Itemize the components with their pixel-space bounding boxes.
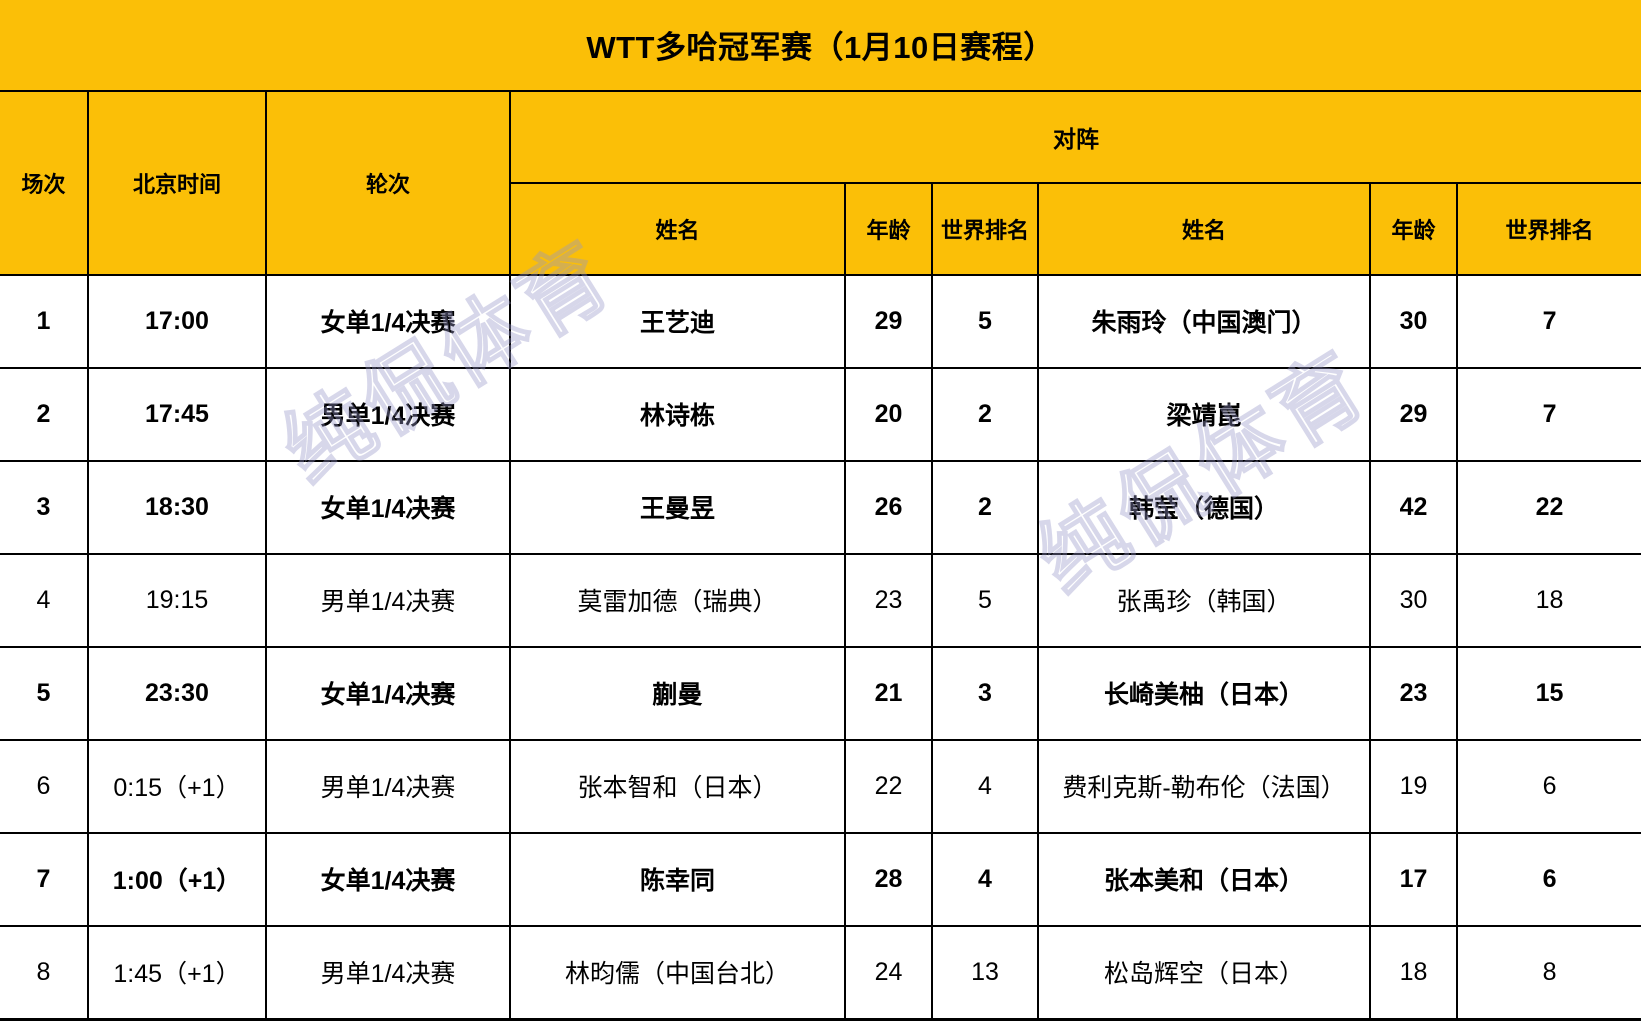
cell-p1-name: 张本智和（日本） [509,738,846,834]
table-row: 2 17:45 男单1/4决赛 林诗栋 20 2 梁靖崑 29 7 [0,366,1641,462]
cell-round: 男单1/4决赛 [265,366,511,462]
cell-match-no: 4 [0,552,89,648]
cell-p1-rank: 4 [931,738,1039,834]
cell-p2-age: 30 [1369,273,1458,369]
cell-p1-age: 28 [844,831,933,927]
cell-p1-name: 王艺迪 [509,273,846,369]
cell-p1-name: 陈幸同 [509,831,846,927]
title-row: WTT多哈冠军赛（1月10日赛程） [0,0,1641,92]
header-rank-right: 世界排名 [1455,181,1641,276]
cell-p1-rank: 5 [931,273,1039,369]
cell-round: 男单1/4决赛 [265,552,511,648]
cell-p1-name: 林诗栋 [509,366,846,462]
cell-p1-name: 莫雷加德（瑞典） [509,552,846,648]
table-row: 7 1:00（+1） 女单1/4决赛 陈幸同 28 4 张本美和（日本） 17 … [0,831,1641,927]
cell-match-no: 2 [0,366,89,462]
cell-p2-rank: 6 [1455,738,1641,834]
cell-p1-rank: 5 [931,552,1039,648]
cell-round: 女单1/4决赛 [265,831,511,927]
cell-p2-name: 长崎美柚（日本） [1037,645,1371,741]
cell-p2-rank: 15 [1455,645,1641,741]
table-row: 5 23:30 女单1/4决赛 蒯曼 21 3 长崎美柚（日本） 23 15 [0,645,1641,741]
table-row: 4 19:15 男单1/4决赛 莫雷加德（瑞典） 23 5 张禹珍（韩国） 30… [0,552,1641,648]
cell-match-no: 1 [0,273,89,369]
cell-p1-age: 29 [844,273,933,369]
header-match-no: 场次 [0,89,89,276]
cell-time: 17:45 [87,366,267,462]
cell-p1-age: 24 [844,924,933,1021]
cell-p2-rank: 22 [1455,459,1641,555]
page-title: WTT多哈冠军赛（1月10日赛程） [0,0,1641,92]
cell-p1-name: 林昀儒（中国台北） [509,924,846,1021]
cell-p1-age: 22 [844,738,933,834]
cell-time: 23:30 [87,645,267,741]
cell-match-no: 3 [0,459,89,555]
cell-match-no: 6 [0,738,89,834]
cell-p2-name: 梁靖崑 [1037,366,1371,462]
table-row: 1 17:00 女单1/4决赛 王艺迪 29 5 朱雨玲（中国澳门） 30 7 [0,273,1641,369]
cell-p2-age: 42 [1369,459,1458,555]
cell-p2-age: 18 [1369,924,1458,1021]
cell-time: 19:15 [87,552,267,648]
cell-round: 女单1/4决赛 [265,645,511,741]
cell-round: 男单1/4决赛 [265,924,511,1021]
header-beijing-time: 北京时间 [87,89,267,276]
cell-match-no: 5 [0,645,89,741]
cell-time: 1:45（+1） [87,924,267,1021]
table-row: 8 1:45（+1） 男单1/4决赛 林昀儒（中国台北） 24 13 松岛辉空（… [0,924,1641,1021]
cell-p2-age: 30 [1369,552,1458,648]
cell-p2-rank: 18 [1455,552,1641,648]
cell-round: 女单1/4决赛 [265,459,511,555]
cell-round: 女单1/4决赛 [265,273,511,369]
header-matchup: 对阵 [508,89,1641,184]
cell-p2-name: 张本美和（日本） [1037,831,1371,927]
header-name-right: 姓名 [1037,181,1371,276]
cell-time: 1:00（+1） [87,831,267,927]
cell-p2-name: 费利克斯-勒布伦（法国） [1037,738,1371,834]
cell-p2-rank: 7 [1455,366,1641,462]
cell-p2-name: 韩莹（德国） [1037,459,1371,555]
cell-p1-age: 23 [844,552,933,648]
cell-p2-age: 23 [1369,645,1458,741]
header-round: 轮次 [265,89,511,276]
header-rank-left: 世界排名 [931,181,1039,276]
cell-p2-age: 17 [1369,831,1458,927]
cell-round: 男单1/4决赛 [265,738,511,834]
header-row-top: 场次 北京时间 轮次 对阵 [0,89,1641,276]
cell-p1-rank: 3 [931,645,1039,741]
cell-p2-rank: 7 [1455,273,1641,369]
cell-p2-rank: 6 [1455,831,1641,927]
cell-p1-rank: 4 [931,831,1039,927]
cell-time: 0:15（+1） [87,738,267,834]
cell-p2-name: 朱雨玲（中国澳门） [1037,273,1371,369]
cell-p2-age: 19 [1369,738,1458,834]
cell-p1-age: 20 [844,366,933,462]
header-row-sub: 姓名 年龄 世界排名 姓名 年龄 世界排名 [0,181,1641,276]
cell-p1-age: 26 [844,459,933,555]
cell-p1-rank: 13 [931,924,1039,1021]
cell-p1-age: 21 [844,645,933,741]
cell-p2-age: 29 [1369,366,1458,462]
cell-p2-name: 张禹珍（韩国） [1037,552,1371,648]
header-name-left: 姓名 [510,181,846,276]
cell-time: 17:00 [87,273,267,369]
cell-p2-name: 松岛辉空（日本） [1037,924,1371,1021]
table-row: 6 0:15（+1） 男单1/4决赛 张本智和（日本） 22 4 费利克斯-勒布… [0,738,1641,834]
cell-p1-name: 蒯曼 [509,645,846,741]
cell-time: 18:30 [87,459,267,555]
cell-p1-rank: 2 [931,366,1039,462]
header-age-right: 年龄 [1369,181,1458,276]
header-age-left: 年龄 [844,181,933,276]
cell-p2-rank: 8 [1455,924,1641,1021]
cell-p1-rank: 2 [931,459,1039,555]
cell-p1-name: 王曼昱 [509,459,846,555]
table-row: 3 18:30 女单1/4决赛 王曼昱 26 2 韩莹（德国） 42 22 [0,459,1641,555]
cell-match-no: 8 [0,924,89,1021]
cell-match-no: 7 [0,831,89,927]
